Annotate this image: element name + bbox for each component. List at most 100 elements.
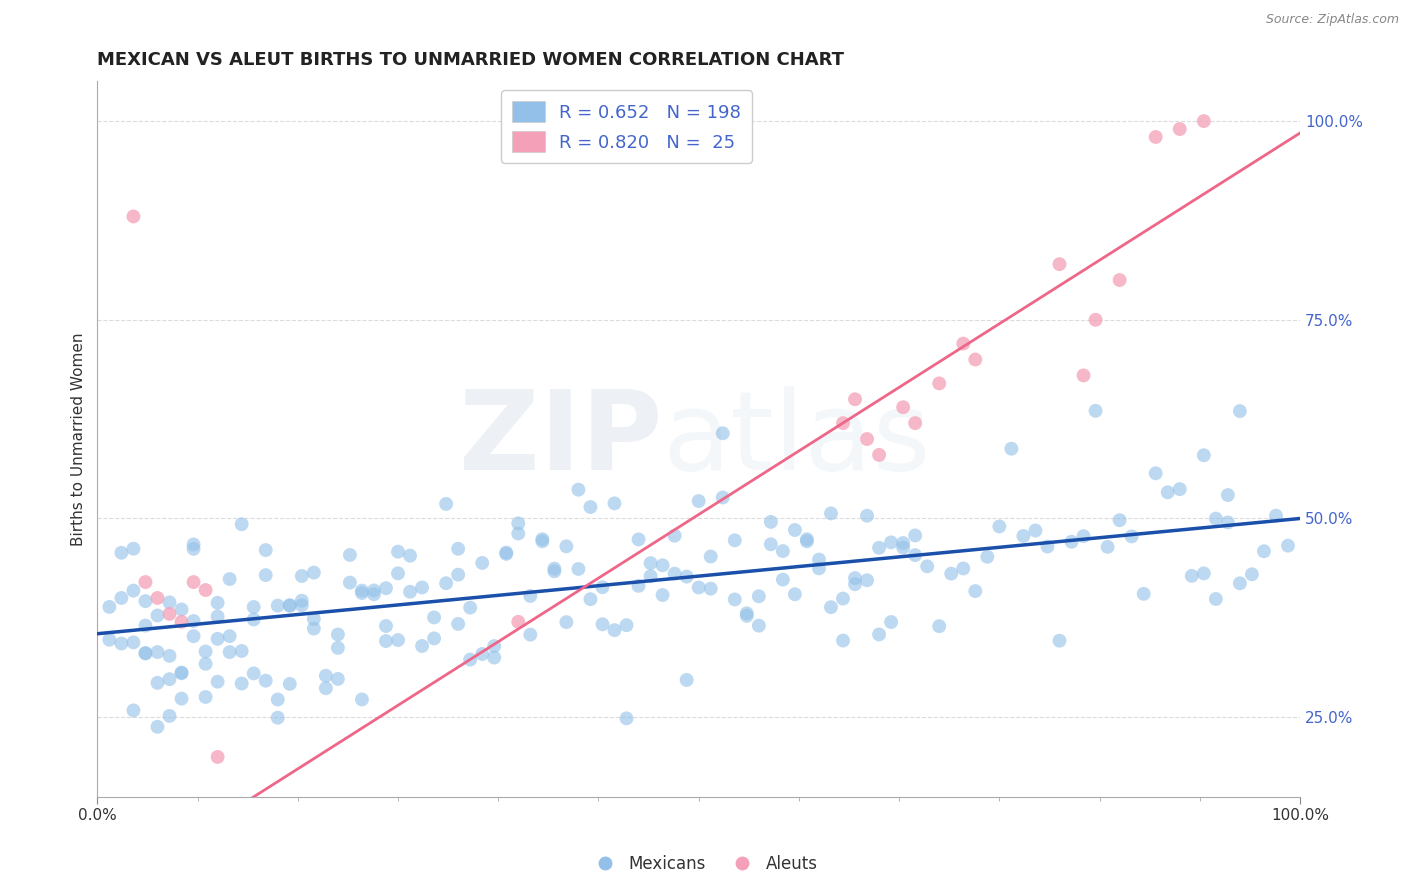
Point: [724, 592, 747, 607]
Point: [159, 709, 181, 723]
Point: [675, 673, 697, 687]
Point: [928, 376, 950, 391]
Point: [651, 558, 673, 573]
Point: [278, 599, 301, 613]
Point: [302, 566, 325, 580]
Point: [375, 619, 398, 633]
Text: MEXICAN VS ALEUT BIRTHS TO UNMARRIED WOMEN CORRELATION CHART: MEXICAN VS ALEUT BIRTHS TO UNMARRIED WOM…: [97, 51, 845, 69]
Point: [146, 608, 169, 623]
Point: [711, 426, 734, 441]
Point: [579, 592, 602, 607]
Point: [699, 582, 721, 596]
Point: [207, 609, 229, 624]
Point: [519, 627, 541, 641]
Point: [471, 647, 494, 661]
Point: [1132, 587, 1154, 601]
Point: [868, 541, 890, 555]
Point: [98, 599, 121, 614]
Point: [603, 496, 626, 510]
Point: [1108, 273, 1130, 287]
Point: [688, 494, 710, 508]
Point: [735, 607, 758, 621]
Point: [759, 537, 782, 551]
Point: [122, 703, 145, 717]
Point: [567, 562, 589, 576]
Point: [1229, 404, 1251, 418]
Point: [1192, 448, 1215, 462]
Point: [952, 561, 974, 575]
Point: [844, 571, 866, 585]
Point: [218, 572, 240, 586]
Y-axis label: Births to Unmarried Women: Births to Unmarried Women: [72, 332, 86, 546]
Point: [194, 644, 217, 658]
Point: [543, 561, 565, 575]
Point: [640, 556, 662, 570]
Point: [1265, 508, 1288, 523]
Point: [508, 526, 530, 541]
Point: [1240, 567, 1263, 582]
Point: [796, 533, 818, 547]
Point: [183, 575, 205, 590]
Point: [1216, 488, 1239, 502]
Point: [471, 556, 494, 570]
Point: [651, 588, 673, 602]
Point: [1012, 529, 1035, 543]
Point: [170, 691, 193, 706]
Point: [807, 552, 830, 566]
Point: [447, 541, 470, 556]
Point: [291, 599, 314, 613]
Point: [122, 635, 145, 649]
Point: [110, 546, 132, 560]
Point: [1253, 544, 1275, 558]
Point: [484, 639, 506, 653]
Point: [484, 650, 506, 665]
Point: [122, 210, 145, 224]
Point: [941, 566, 963, 581]
Point: [1000, 442, 1022, 456]
Point: [387, 633, 409, 648]
Point: [832, 633, 855, 648]
Point: [915, 559, 938, 574]
Point: [267, 599, 290, 613]
Point: [1060, 534, 1083, 549]
Point: [291, 569, 314, 583]
Point: [423, 632, 446, 646]
Point: [159, 648, 181, 663]
Point: [387, 544, 409, 558]
Point: [183, 537, 205, 551]
Point: [772, 573, 794, 587]
Point: [242, 666, 264, 681]
Point: [1144, 467, 1167, 481]
Point: [387, 566, 409, 581]
Point: [627, 579, 650, 593]
Point: [170, 666, 193, 681]
Point: [278, 677, 301, 691]
Point: [965, 584, 987, 599]
Point: [231, 676, 253, 690]
Point: [531, 534, 554, 549]
Point: [1168, 122, 1191, 136]
Point: [832, 591, 855, 606]
Point: [567, 483, 589, 497]
Point: [1192, 566, 1215, 581]
Point: [579, 500, 602, 514]
Point: [495, 545, 517, 559]
Point: [531, 533, 554, 547]
Point: [134, 618, 156, 632]
Point: [592, 580, 614, 594]
Point: [735, 608, 758, 623]
Point: [675, 569, 697, 583]
Point: [772, 544, 794, 558]
Point: [254, 543, 277, 558]
Point: [1181, 569, 1204, 583]
Point: [242, 599, 264, 614]
Point: [988, 519, 1011, 533]
Point: [183, 614, 205, 628]
Point: [688, 581, 710, 595]
Point: [339, 575, 361, 590]
Point: [1277, 539, 1299, 553]
Point: [350, 586, 373, 600]
Point: [302, 622, 325, 636]
Point: [399, 549, 422, 563]
Legend: R = 0.652   N = 198, R = 0.820   N =  25: R = 0.652 N = 198, R = 0.820 N = 25: [502, 90, 752, 162]
